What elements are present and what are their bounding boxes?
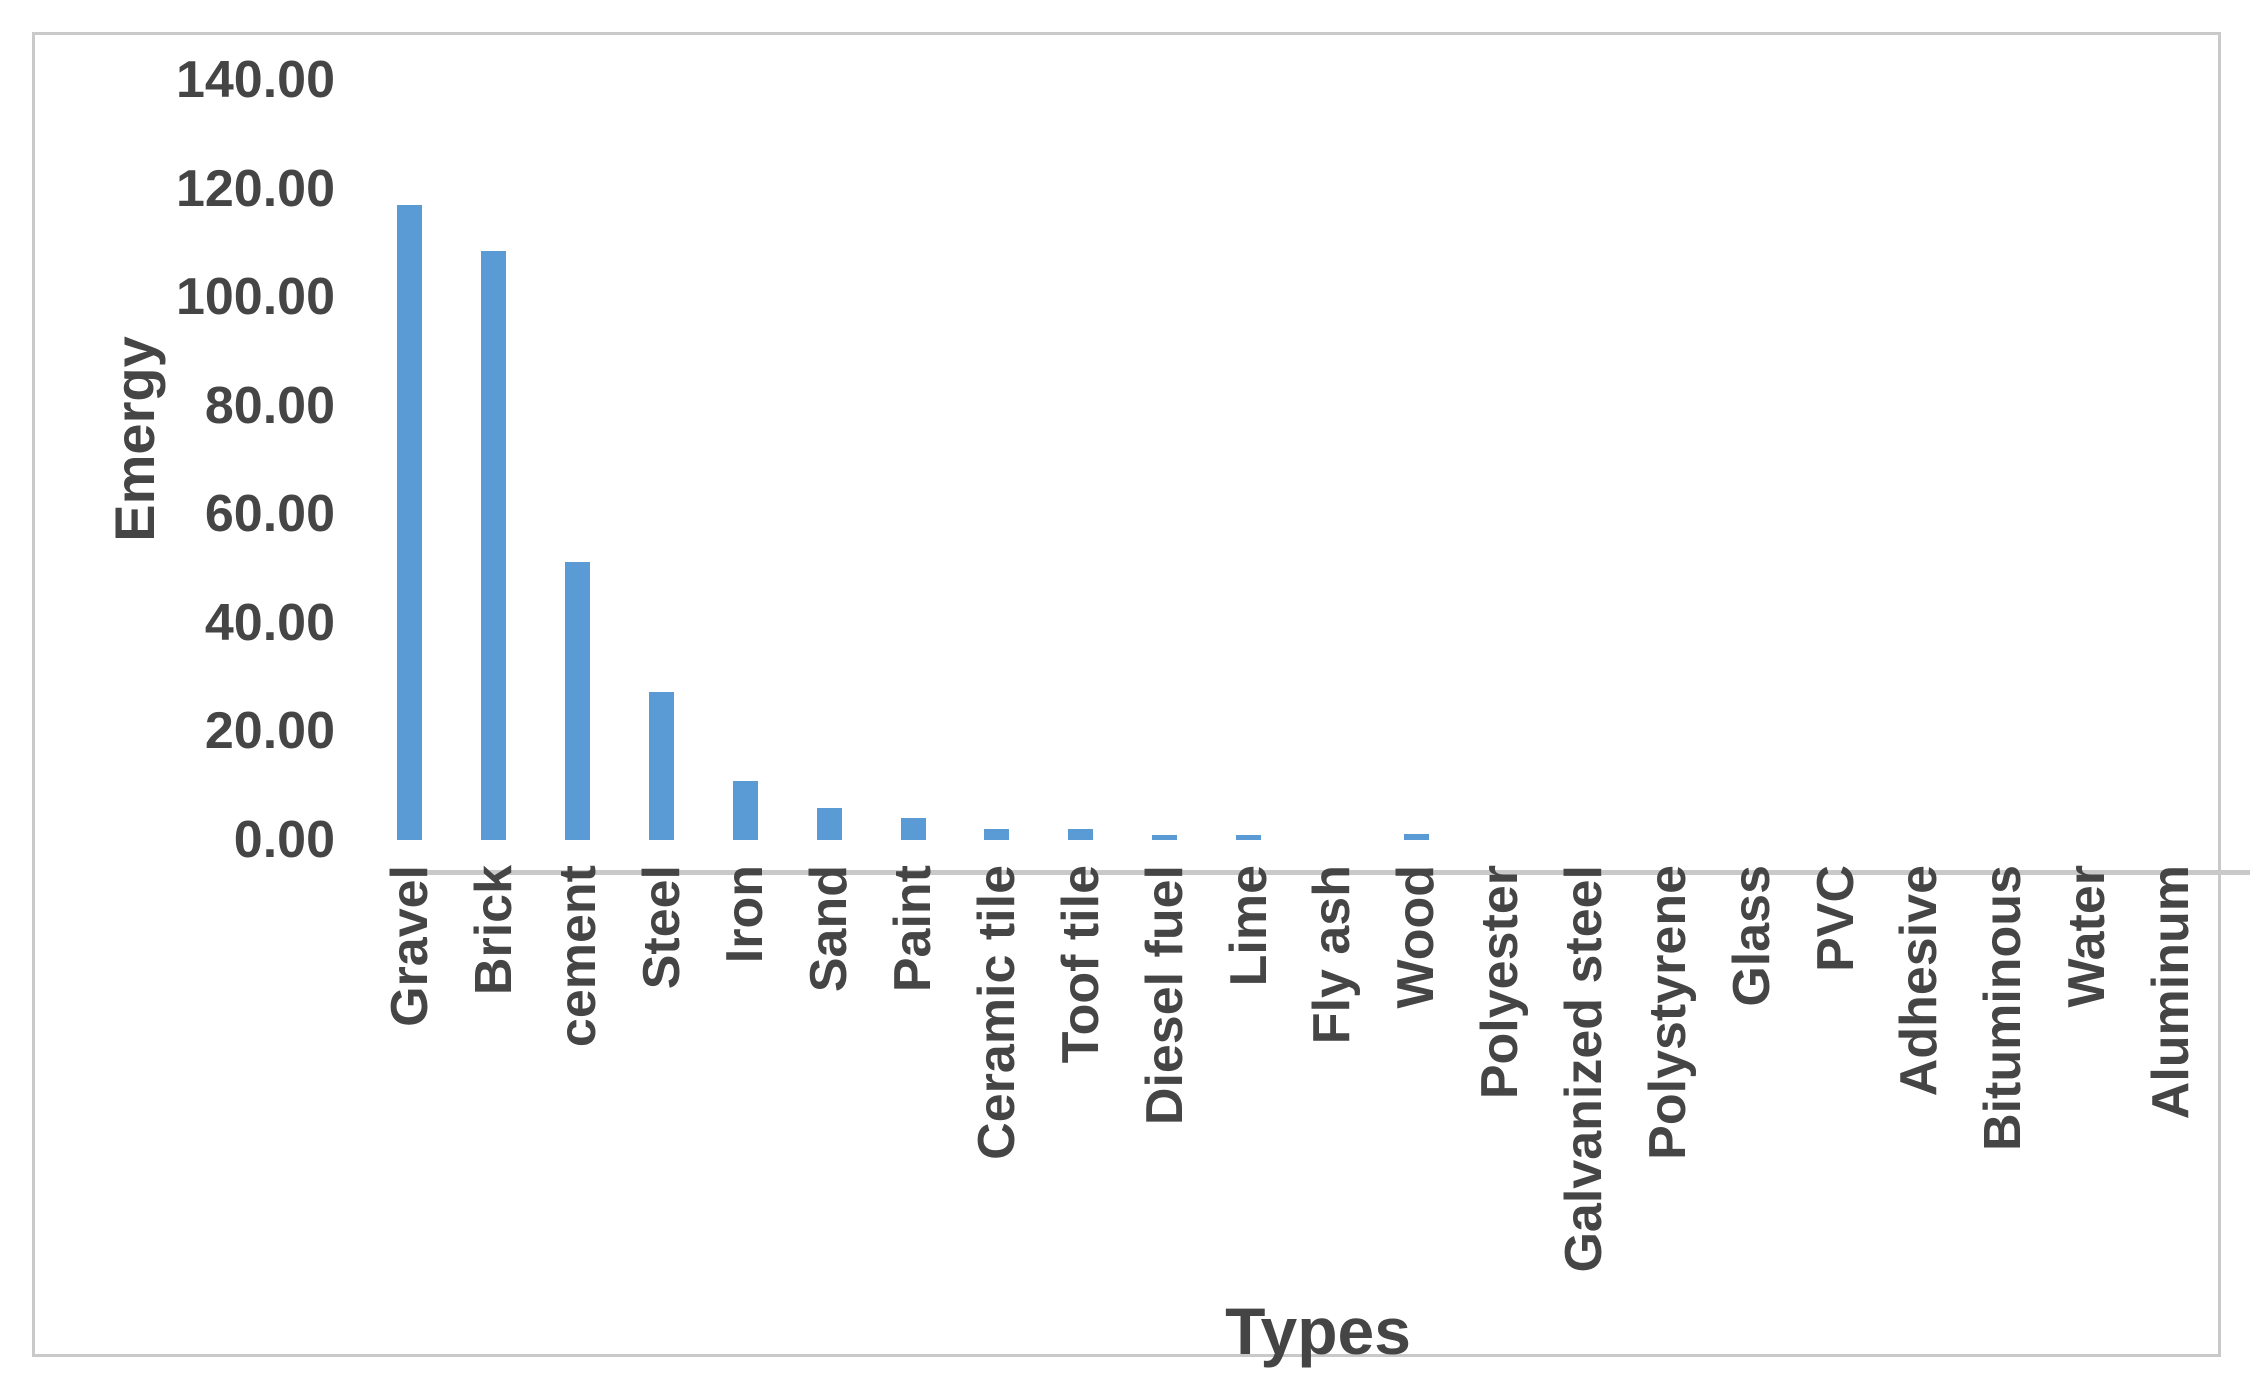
bar-toof-tile bbox=[1068, 829, 1094, 840]
y-axis-tick-label: 20.00 bbox=[204, 702, 335, 761]
bar-paint bbox=[900, 817, 926, 840]
bar-iron bbox=[732, 780, 758, 840]
bar-brick bbox=[481, 251, 507, 840]
y-axis-tick-label: 60.00 bbox=[204, 485, 335, 544]
x-axis-label-galvanized-steel: Galvanized steel bbox=[1555, 865, 1614, 1273]
y-axis-tick-label: 140.00 bbox=[175, 51, 335, 110]
bar-steel bbox=[649, 691, 675, 840]
y-axis-tick-label: 40.00 bbox=[204, 593, 335, 652]
x-axis-label-glass: Glass bbox=[1722, 865, 1781, 1007]
x-axis-label-toof-tile: Toof tile bbox=[1051, 865, 1110, 1064]
x-axis-label-iron: Iron bbox=[716, 865, 775, 964]
x-axis-label-sand: Sand bbox=[800, 865, 859, 993]
bar-diesel-fuel bbox=[1152, 834, 1178, 840]
x-axis-label-adhesive: Adhesive bbox=[1890, 865, 1949, 1097]
x-axis-label-wood: Wood bbox=[1387, 865, 1446, 1009]
y-axis-tick-label: 80.00 bbox=[204, 376, 335, 435]
x-axis-line bbox=[400, 870, 2250, 875]
x-axis-label-steel: Steel bbox=[632, 865, 691, 990]
x-axis-label-fly-ash: Fly ash bbox=[1303, 865, 1362, 1045]
x-axis-label-gravel: Gravel bbox=[380, 865, 439, 1027]
x-axis-label-bituminous: Bituminous bbox=[1974, 865, 2033, 1151]
x-axis-label-diesel-fuel: Diesel fuel bbox=[1135, 865, 1194, 1126]
x-axis-label-paint: Paint bbox=[884, 865, 943, 993]
x-axis-label-ceramic-tile: Ceramic tile bbox=[967, 865, 1026, 1160]
bar-gravel bbox=[397, 205, 423, 840]
chart-frame: Emergy Types 0.00 20.00 40.00 60.00 80.00 100… bbox=[32, 32, 2250, 1366]
bar-ceramic-tile bbox=[984, 829, 1010, 840]
bar-wood bbox=[1403, 834, 1429, 840]
x-axis-label-polyester: Polyester bbox=[1471, 865, 1530, 1100]
x-axis-label-water: Water bbox=[2058, 865, 2117, 1008]
x-axis-label-brick: Brick bbox=[464, 865, 523, 996]
x-axis-label-polystyrene: Polystyrene bbox=[1638, 865, 1697, 1160]
y-axis-tick-label: 100.00 bbox=[175, 268, 335, 327]
bar-lime bbox=[1236, 834, 1262, 840]
x-axis-label-cement: cement bbox=[548, 865, 607, 1048]
x-axis-label-aluminum: Aluminum bbox=[2142, 865, 2201, 1120]
x-axis-title: Types bbox=[1225, 1294, 1411, 1368]
bar-sand bbox=[816, 807, 842, 840]
x-axis-label-lime: Lime bbox=[1219, 865, 1278, 987]
bar-cement bbox=[565, 561, 591, 840]
y-axis-tick-label: 0.00 bbox=[233, 811, 335, 869]
x-axis-label-pvc: PVC bbox=[1806, 865, 1865, 972]
y-axis-tick-label: 120.00 bbox=[175, 159, 335, 218]
